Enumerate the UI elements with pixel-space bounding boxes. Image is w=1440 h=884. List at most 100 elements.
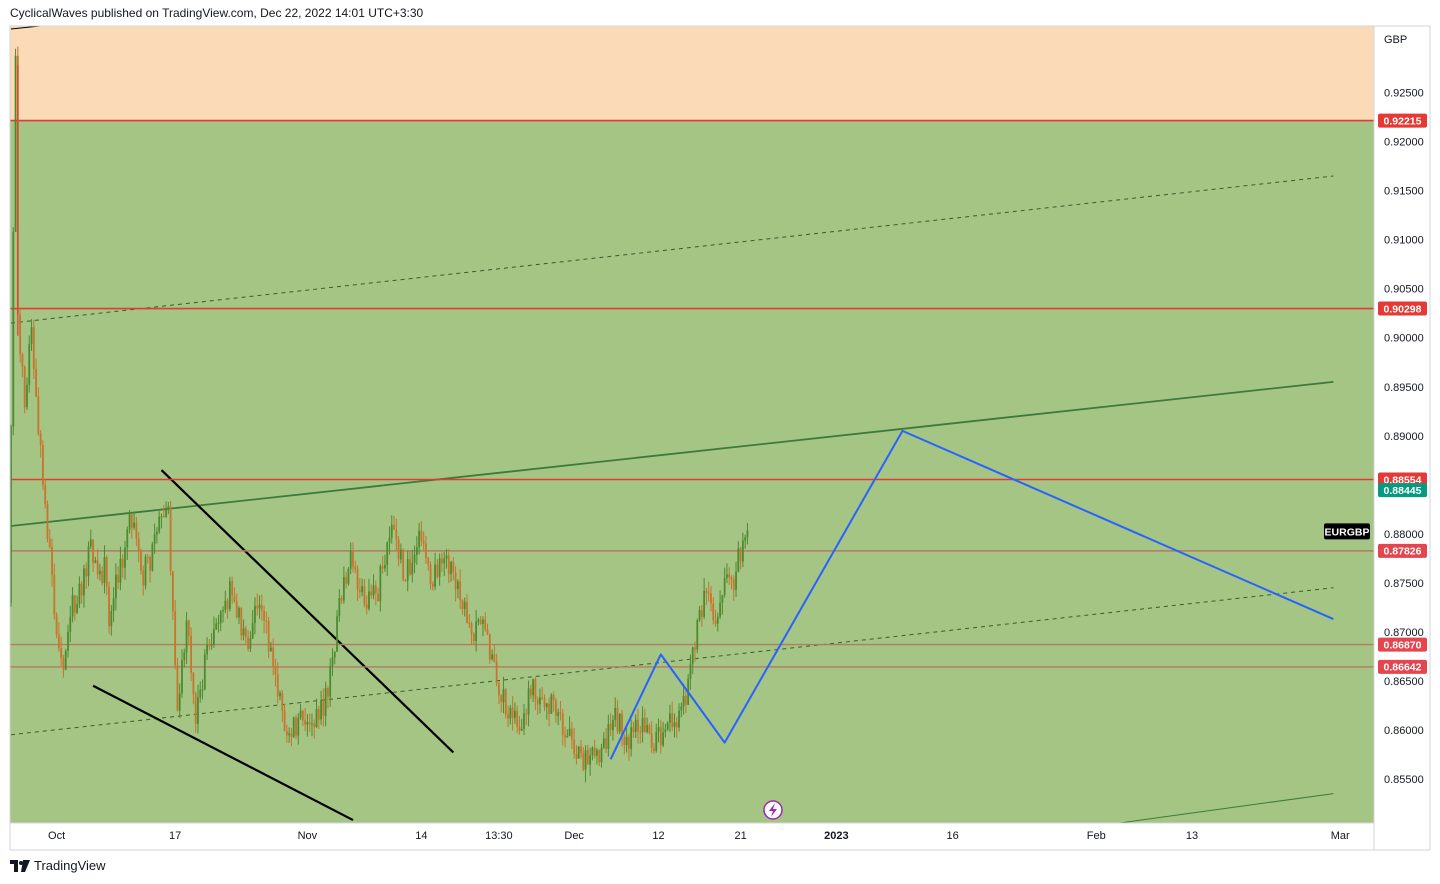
candle [340, 595, 343, 604]
candle [260, 594, 263, 621]
candle-body [208, 644, 211, 646]
candle-body [573, 739, 576, 754]
candle-body [434, 564, 436, 587]
price-tick-label: 0.92000 [1384, 137, 1424, 149]
candle [388, 526, 391, 555]
candle-body [137, 538, 140, 552]
candle-body [500, 695, 503, 703]
candle [669, 704, 671, 733]
price-axis-panel[interactable] [1374, 26, 1430, 850]
candle [705, 587, 708, 606]
candle-body [231, 581, 234, 596]
projection-path[interactable] [609, 429, 1334, 760]
candle [507, 705, 509, 728]
chart-frame [9, 25, 1431, 851]
channel-lower-line[interactable] [1105, 793, 1334, 825]
candle [420, 520, 423, 546]
price-tag: 0.92215 [1384, 115, 1422, 127]
time-tick-label: Oct [48, 830, 65, 842]
levels-layer[interactable] [10, 119, 1374, 668]
candle [222, 606, 224, 623]
current-price-tag: 0.88445 [1384, 485, 1422, 497]
candle [646, 717, 649, 734]
channel-low-dashed-line[interactable] [10, 587, 1334, 736]
candle-body [568, 728, 571, 737]
candle-body [609, 723, 612, 731]
candle-body [28, 344, 31, 385]
candle [80, 580, 83, 604]
candle [678, 703, 680, 732]
candle-body [121, 558, 124, 568]
candle-body [577, 746, 580, 759]
candle [55, 612, 58, 639]
candle [94, 556, 97, 564]
candle [404, 579, 407, 582]
candle-body [285, 730, 288, 736]
candle [290, 727, 293, 747]
candle-body [352, 551, 354, 567]
time-axis[interactable]: Oct 17 Nov 14 13:30 Dec 12 21 2023 16 Feb 13 Mar [48, 830, 1350, 842]
candle-body [183, 652, 186, 660]
candle [322, 688, 325, 727]
candle [655, 723, 658, 753]
candle [92, 539, 94, 573]
candle [539, 688, 541, 714]
candle-body [64, 650, 67, 670]
candle-body [67, 631, 69, 651]
candle [627, 733, 630, 761]
candle-body [431, 583, 434, 587]
candle [488, 633, 491, 664]
candle [46, 500, 49, 543]
candle [53, 563, 56, 620]
wedge-line[interactable] [10, 0, 832, 30]
candle-body [502, 689, 505, 703]
lightning-icon[interactable] [763, 800, 783, 820]
candle-body [146, 556, 149, 558]
candle [662, 721, 664, 748]
candle [513, 702, 516, 724]
candle [244, 625, 247, 644]
channel-upper-line[interactable] [10, 380, 1334, 527]
candle [14, 48, 17, 232]
candle-body [345, 576, 348, 584]
candle-body [555, 700, 557, 717]
candle-body [529, 688, 532, 696]
candle [607, 714, 610, 757]
publisher-header: CyclicalWaves published on TradingView.c… [10, 6, 423, 20]
candle-body [336, 616, 338, 652]
trendlines-layer[interactable] [10, 0, 1334, 825]
candle-body [87, 546, 90, 577]
projection-layer[interactable] [609, 429, 1334, 760]
candle [703, 578, 706, 620]
candle [231, 576, 234, 604]
candle-body [151, 544, 154, 571]
channel-mid-dashed-line[interactable] [10, 175, 1334, 324]
candle [550, 693, 553, 714]
price-tick-label: 0.90500 [1384, 284, 1424, 296]
candle-body [716, 616, 719, 624]
candle-body [418, 530, 421, 548]
candle-body [461, 600, 464, 609]
candle [133, 512, 136, 530]
candle-body [199, 689, 202, 698]
wedge-line[interactable] [160, 469, 455, 754]
candle-body [361, 586, 364, 593]
candle [529, 684, 532, 699]
candle [288, 727, 291, 743]
candle [534, 676, 537, 711]
candle-body [552, 694, 555, 701]
candle [185, 612, 188, 664]
candle [119, 546, 122, 591]
price-tick-label: 0.88000 [1384, 529, 1424, 541]
candle [208, 638, 211, 651]
candle [64, 648, 67, 671]
price-axis[interactable]: 0.85500 0.86000 0.86500 0.87000 0.87500 0.880… [1384, 88, 1424, 786]
candle [707, 581, 710, 602]
candle [443, 551, 446, 577]
candle [648, 723, 651, 735]
footer-brand[interactable]: TradingView [10, 858, 106, 873]
candle-body [710, 593, 712, 604]
candle-body [44, 485, 47, 505]
wedge-line[interactable] [92, 684, 354, 822]
